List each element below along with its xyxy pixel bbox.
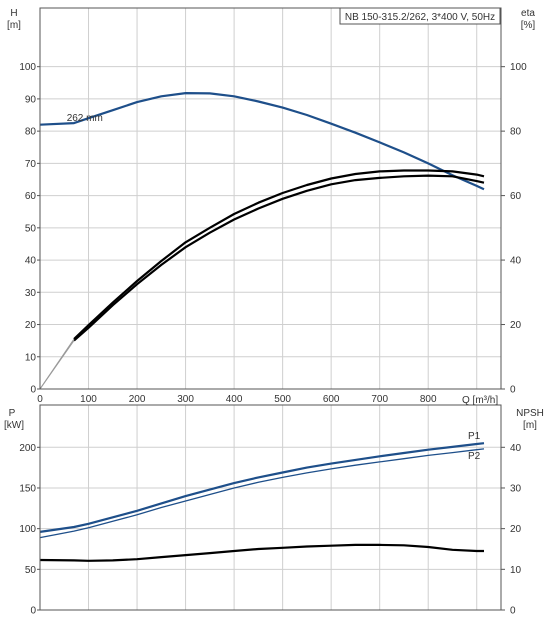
- x-tick-label: 800: [420, 394, 437, 405]
- pump-info-text: NB 150-315.2/262, 3*400 V, 50Hz: [345, 12, 495, 23]
- left-tick-label: 50: [25, 565, 37, 576]
- x-tick-label: 600: [323, 394, 340, 405]
- head-axis-label: H: [10, 8, 17, 19]
- left-tick-label: 50: [25, 223, 37, 234]
- head-axis-unit: [m]: [7, 20, 21, 31]
- npsh-axis-label: NPSH: [516, 408, 544, 419]
- right-tick-label: 10: [510, 565, 522, 576]
- left-tick-label: 100: [19, 524, 36, 535]
- eta-axis-unit: [%]: [521, 20, 536, 31]
- right-tick-label: 40: [510, 443, 522, 454]
- series-line: [39, 543, 484, 562]
- right-tick-label: 20: [510, 320, 522, 331]
- left-tick-label: 200: [19, 443, 36, 454]
- x-tick-label: 100: [80, 394, 97, 405]
- left-tick-label: 10: [25, 352, 37, 363]
- left-tick-label: 60: [25, 191, 37, 202]
- x-tick-label: 300: [177, 394, 194, 405]
- right-tick-label: 30: [510, 483, 522, 494]
- left-tick-label: 150: [19, 483, 36, 494]
- x-tick-label: 400: [226, 394, 243, 405]
- grid-layer: [40, 8, 501, 610]
- left-tick-label: 40: [25, 256, 37, 267]
- power-axis-unit: [kW]: [4, 420, 24, 431]
- series-line: [39, 442, 485, 533]
- left-tick-label: 0: [30, 385, 36, 396]
- left-tick-label: 30: [25, 288, 37, 299]
- series-line: [73, 174, 485, 342]
- series-layer: [39, 92, 485, 562]
- series-line: [39, 92, 485, 191]
- right-tick-label: 100: [510, 62, 527, 73]
- npsh-axis-unit: [m]: [523, 420, 537, 431]
- series-lead-in: [39, 338, 75, 390]
- x-tick-label: 500: [274, 394, 291, 405]
- x-tick-label: 0: [37, 394, 43, 405]
- flow-axis-label: Q [m³/h]: [462, 395, 498, 406]
- right-tick-label: 80: [510, 127, 522, 138]
- right-tick-label: 20: [510, 524, 522, 535]
- left-tick-label: 80: [25, 127, 37, 138]
- series-name-label: P1: [468, 431, 481, 442]
- frame-layer: [37, 7, 505, 611]
- left-tick-label: 90: [25, 94, 37, 105]
- right-tick-label: 40: [510, 256, 522, 267]
- series-line: [39, 448, 485, 539]
- left-tick-label: 0: [30, 606, 36, 617]
- left-tick-label: 20: [25, 320, 37, 331]
- power-axis-label: P: [9, 408, 16, 419]
- series-name-label: 262 mm: [67, 113, 103, 124]
- series-name-label: P2: [468, 451, 481, 462]
- x-tick-label: 700: [371, 394, 388, 405]
- series-line: [73, 169, 485, 340]
- left-tick-label: 100: [19, 62, 36, 73]
- right-tick-label: 0: [510, 385, 516, 396]
- left-tick-label: 70: [25, 159, 37, 170]
- right-tick-label: 0: [510, 606, 516, 617]
- right-tick-label: 60: [510, 191, 522, 202]
- x-tick-label: 200: [129, 394, 146, 405]
- eta-axis-label: eta: [521, 8, 535, 19]
- plot-frame: [39, 404, 502, 611]
- pump-info-box: [339, 7, 501, 25]
- plot-frame: [39, 7, 502, 390]
